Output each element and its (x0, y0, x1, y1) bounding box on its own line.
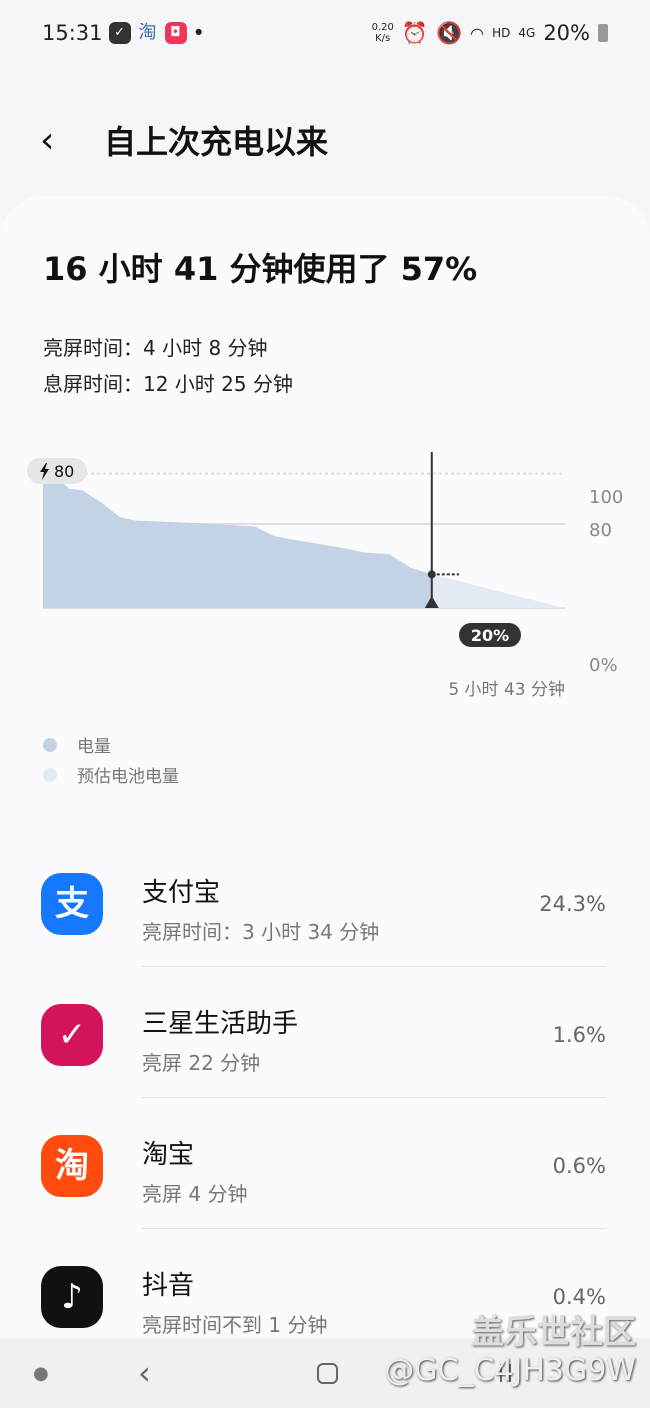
watermark-user: @GC_C4JH3G9W (384, 1353, 636, 1388)
current-time-handle (424, 596, 439, 608)
signal-icon: 4G (518, 26, 536, 40)
alipay-icon: 支 (41, 873, 103, 935)
recents-button[interactable] (500, 1364, 520, 1382)
lightning-icon (40, 463, 49, 480)
net-speed: 0.20 K/s (371, 22, 394, 44)
legend-dot (43, 767, 57, 782)
screen-on-time: 亮屏时间：4 小时 8 分钟 (43, 336, 268, 360)
back-button[interactable]: ‹ (40, 119, 55, 161)
y-tick: 100 (589, 487, 623, 508)
current-level-point (427, 570, 436, 579)
projected-battery-area (431, 574, 565, 608)
douyin-icon: ♪ (41, 1266, 103, 1328)
notification-dot: • (192, 21, 205, 45)
battery-level-area (43, 473, 432, 608)
app-row[interactable]: ✓ 三星生活助手 亮屏 22 分钟 1.6% (0, 967, 650, 1098)
battery-chart: 80 100 80 0% 20% 5 小时 43 分钟 (27, 452, 623, 700)
app-screen-time: 亮屏 22 分钟 (142, 1051, 261, 1075)
app-usage-percent: 0.4% (552, 1285, 606, 1309)
app-screen-time: 亮屏时间不到 1 分钟 (142, 1313, 328, 1337)
taobao-icon: 淘 (41, 1135, 103, 1197)
screen-off-time: 息屏时间：12 小时 25 分钟 (43, 372, 293, 396)
app-bar: ‹ 自上次充电以来 (0, 110, 650, 170)
galaxy-reminder-icon: ✓ (108, 22, 131, 44)
samsung-reminder-icon: ✓ (41, 1004, 103, 1066)
app-screen-time: 亮屏时间：3 小时 34 分钟 (142, 920, 380, 944)
y-tick: 80 (589, 520, 612, 541)
battery-icon (598, 24, 608, 42)
app-usage-percent: 1.6% (552, 1023, 606, 1047)
wifi-icon: ◠ (470, 23, 485, 43)
app-name: 抖音 (142, 1271, 195, 1301)
shop-icon: ◘ (164, 22, 187, 44)
legend-dot (43, 737, 57, 752)
home-button[interactable] (317, 1362, 338, 1384)
y-tick: 0% (589, 655, 618, 676)
watermark-logo: 盖乐世社区 (471, 1312, 636, 1351)
navigation-bar: ● ‹ (0, 1338, 650, 1408)
app-row[interactable]: ♪ 抖音 亮屏时间不到 1 分钟 0.4% (0, 1229, 650, 1360)
hd-label: HD (492, 26, 511, 40)
battery-card: 16 小时 41 分钟使用了 57% 亮屏时间：4 小时 8 分钟 息屏时间：1… (0, 196, 650, 1356)
current-level-label: 20% (471, 626, 509, 645)
app-name: 三星生活助手 (142, 1009, 299, 1039)
current-badge: 20% (459, 623, 521, 647)
legend-item-battery: 电量 (43, 732, 111, 757)
taobao-icon: 淘 (138, 22, 157, 43)
status-time: 15:31 (42, 21, 103, 45)
legend-item-projected: 预估电池电量 (43, 762, 179, 787)
divider (142, 1228, 606, 1229)
alarm-icon: ⏰ (401, 20, 428, 45)
page-title: 自上次充电以来 (104, 123, 329, 161)
app-name: 淘宝 (142, 1140, 195, 1170)
app-row[interactable]: 支 支付宝 亮屏时间：3 小时 34 分钟 24.3% (0, 836, 650, 967)
mute-icon: 🔇 (435, 20, 463, 45)
charge-badge-value: 80 (54, 462, 74, 481)
recent-dot-button[interactable]: ● (33, 1362, 49, 1384)
divider (142, 1097, 606, 1098)
battery-text: 20% (543, 21, 590, 45)
divider (142, 966, 606, 967)
charge-badge: 80 (27, 458, 87, 484)
app-usage-percent: 0.6% (552, 1154, 606, 1178)
status-bar: 15:31 ✓ 淘 ◘ • 0.20 K/s ⏰ 🔇 ◠ HD 4G 20% (0, 0, 650, 66)
app-row[interactable]: 淘 淘宝 亮屏 4 分钟 0.6% (0, 1098, 650, 1229)
app-screen-time: 亮屏 4 分钟 (142, 1182, 248, 1206)
remaining-time-label: 5 小时 43 分钟 (448, 680, 565, 700)
usage-headline: 16 小时 41 分钟使用了 57% (43, 250, 478, 288)
app-name: 支付宝 (142, 878, 221, 908)
nav-back-button[interactable]: ‹ (138, 1354, 151, 1392)
app-usage-percent: 24.3% (539, 892, 606, 916)
